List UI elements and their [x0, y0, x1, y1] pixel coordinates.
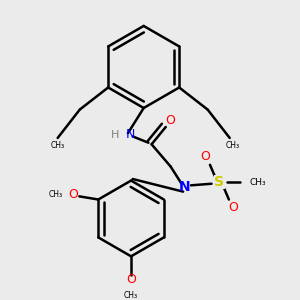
Text: N: N	[125, 128, 135, 141]
Text: O: O	[200, 150, 210, 164]
Text: N: N	[179, 180, 190, 194]
Text: CH₃: CH₃	[49, 190, 63, 199]
Text: H: H	[111, 130, 119, 140]
Text: O: O	[126, 274, 136, 286]
Text: O: O	[166, 114, 176, 127]
Text: CH₃: CH₃	[124, 291, 138, 300]
Text: O: O	[68, 188, 78, 201]
Text: O: O	[229, 201, 238, 214]
Text: CH₃: CH₃	[226, 141, 240, 150]
Text: CH₃: CH₃	[249, 178, 266, 187]
Text: CH₃: CH₃	[51, 141, 65, 150]
Text: S: S	[214, 175, 224, 189]
